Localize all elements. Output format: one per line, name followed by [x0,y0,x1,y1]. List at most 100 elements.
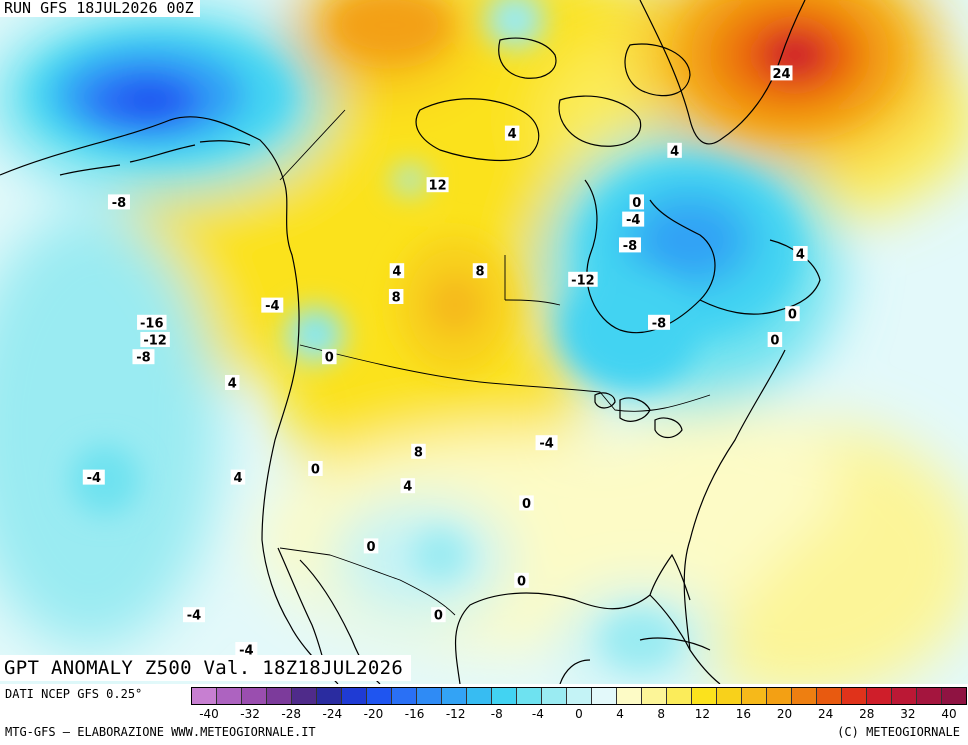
color-scale-bar [191,687,967,705]
scale-swatch [867,688,892,704]
contour-label-bg [431,607,446,623]
scale-tick-label: 40 [941,707,957,721]
scale-swatch [542,688,567,704]
contour-label: 0 [517,574,526,589]
scale-tick-label: 20 [776,707,793,721]
contour-label: -8 [112,196,126,211]
scale-tick-label: -8 [490,707,503,721]
scale-tick-label: -28 [281,707,302,721]
contour-label: 4 [228,377,237,392]
scale-swatch [367,688,392,704]
scale-swatch [617,688,642,704]
contour-label: -8 [136,351,150,366]
contour-label: -8 [652,316,666,331]
contour-label-bg [224,375,240,390]
contour-label: 8 [475,265,484,280]
contour-label: 0 [632,196,641,211]
scale-tick-label: -16 [404,707,425,721]
contour-label-bg [535,435,558,451]
scale-tick-label: 4 [616,707,624,721]
contour-label: 0 [434,609,443,624]
contour-label-bg [767,332,783,347]
scale-tick-label: 16 [735,707,752,721]
scale-swatch [917,688,942,704]
contour-label: 4 [508,127,517,142]
contour-label-bg [389,263,405,279]
contour-label-bg [629,194,645,210]
scale-swatch [592,688,617,704]
contour-label: -16 [140,316,164,331]
scale-swatch [567,688,592,704]
scale-swatch [267,688,292,704]
contour-label-bg [363,538,379,554]
contour-label: 8 [392,291,401,306]
contour-label-bg [568,271,598,287]
scale-swatch [217,688,242,704]
contour-label-bg [770,65,793,81]
scale-swatch [192,688,217,704]
contour-label-bg [426,177,449,193]
scale-swatch [692,688,717,704]
contour-label: -4 [187,609,201,624]
scale-swatch [492,688,517,704]
contour-label: 4 [233,471,242,486]
contour-label: -8 [623,239,637,254]
scale-swatch [467,688,492,704]
scale-tick-label: 32 [900,707,916,721]
scale-tick-label: 8 [657,707,666,721]
credit-text: MTG-GFS — ELABORAZIONE WWW.METEOGIORNALE… [5,725,316,739]
political-borders [279,109,711,616]
contour-label: 24 [772,67,790,82]
contour-label: 0 [367,540,376,555]
scale-swatch [342,688,367,704]
contour-label-bg [400,478,416,494]
contour-label-bg [137,314,167,330]
contour-label: 0 [788,308,797,323]
contour-label-bg [618,237,641,253]
contour-label: -4 [239,644,253,659]
contour-label-bg [514,572,529,588]
scale-swatch [817,688,842,704]
scale-swatch [717,688,742,704]
data-source: DATI NCEP GFS 0.25° [5,687,143,701]
contour-label: -12 [143,334,167,349]
scale-swatch [842,688,867,704]
contour-label-bg [132,349,155,365]
contour-label-bg [793,246,808,261]
contour-label-bg [648,314,671,330]
scale-tick-label: -20 [363,707,384,721]
scale-swatch [517,688,542,704]
contour-label: 0 [325,351,334,366]
contour-label-bg [388,289,404,304]
contour-label-bg [472,263,488,279]
contour-label-bg [235,642,258,657]
contour-label: -12 [571,273,595,288]
contour-label-bg [230,469,246,485]
scale-swatch [442,688,467,704]
run-label: RUN GFS 18JUL2026 00Z [0,0,200,17]
contour-label: 0 [522,497,531,512]
contour-label-bg [622,211,645,227]
footer: DATI NCEP GFS 0.25° -40 -32 -28 -24 -20 -16 -1… [0,684,968,745]
scale-swatch [942,688,966,704]
scale-swatch [292,688,317,704]
anomaly-field [0,0,968,684]
scale-tick-label: -4 [531,707,544,721]
scale-swatch [417,688,442,704]
copyright-text: (C) METEOGIORNALE [837,725,960,739]
contour-label-bg [82,469,105,485]
scale-tick-label: 28 [859,707,875,721]
contour-label-bg [504,125,520,141]
contour-label-bg [411,443,426,459]
contour-label-bg [322,349,337,365]
contour-label-bg [140,332,170,347]
contour-label-bg [308,461,323,476]
scale-tick-label: 12 [694,707,710,721]
scale-tick-label: -24 [322,707,343,721]
scale-swatch [767,688,792,704]
contour-label: 0 [311,463,320,478]
scale-swatch [892,688,917,704]
scale-swatch [317,688,342,704]
contour-label: 4 [796,248,805,263]
contour-label: 0 [770,334,779,349]
